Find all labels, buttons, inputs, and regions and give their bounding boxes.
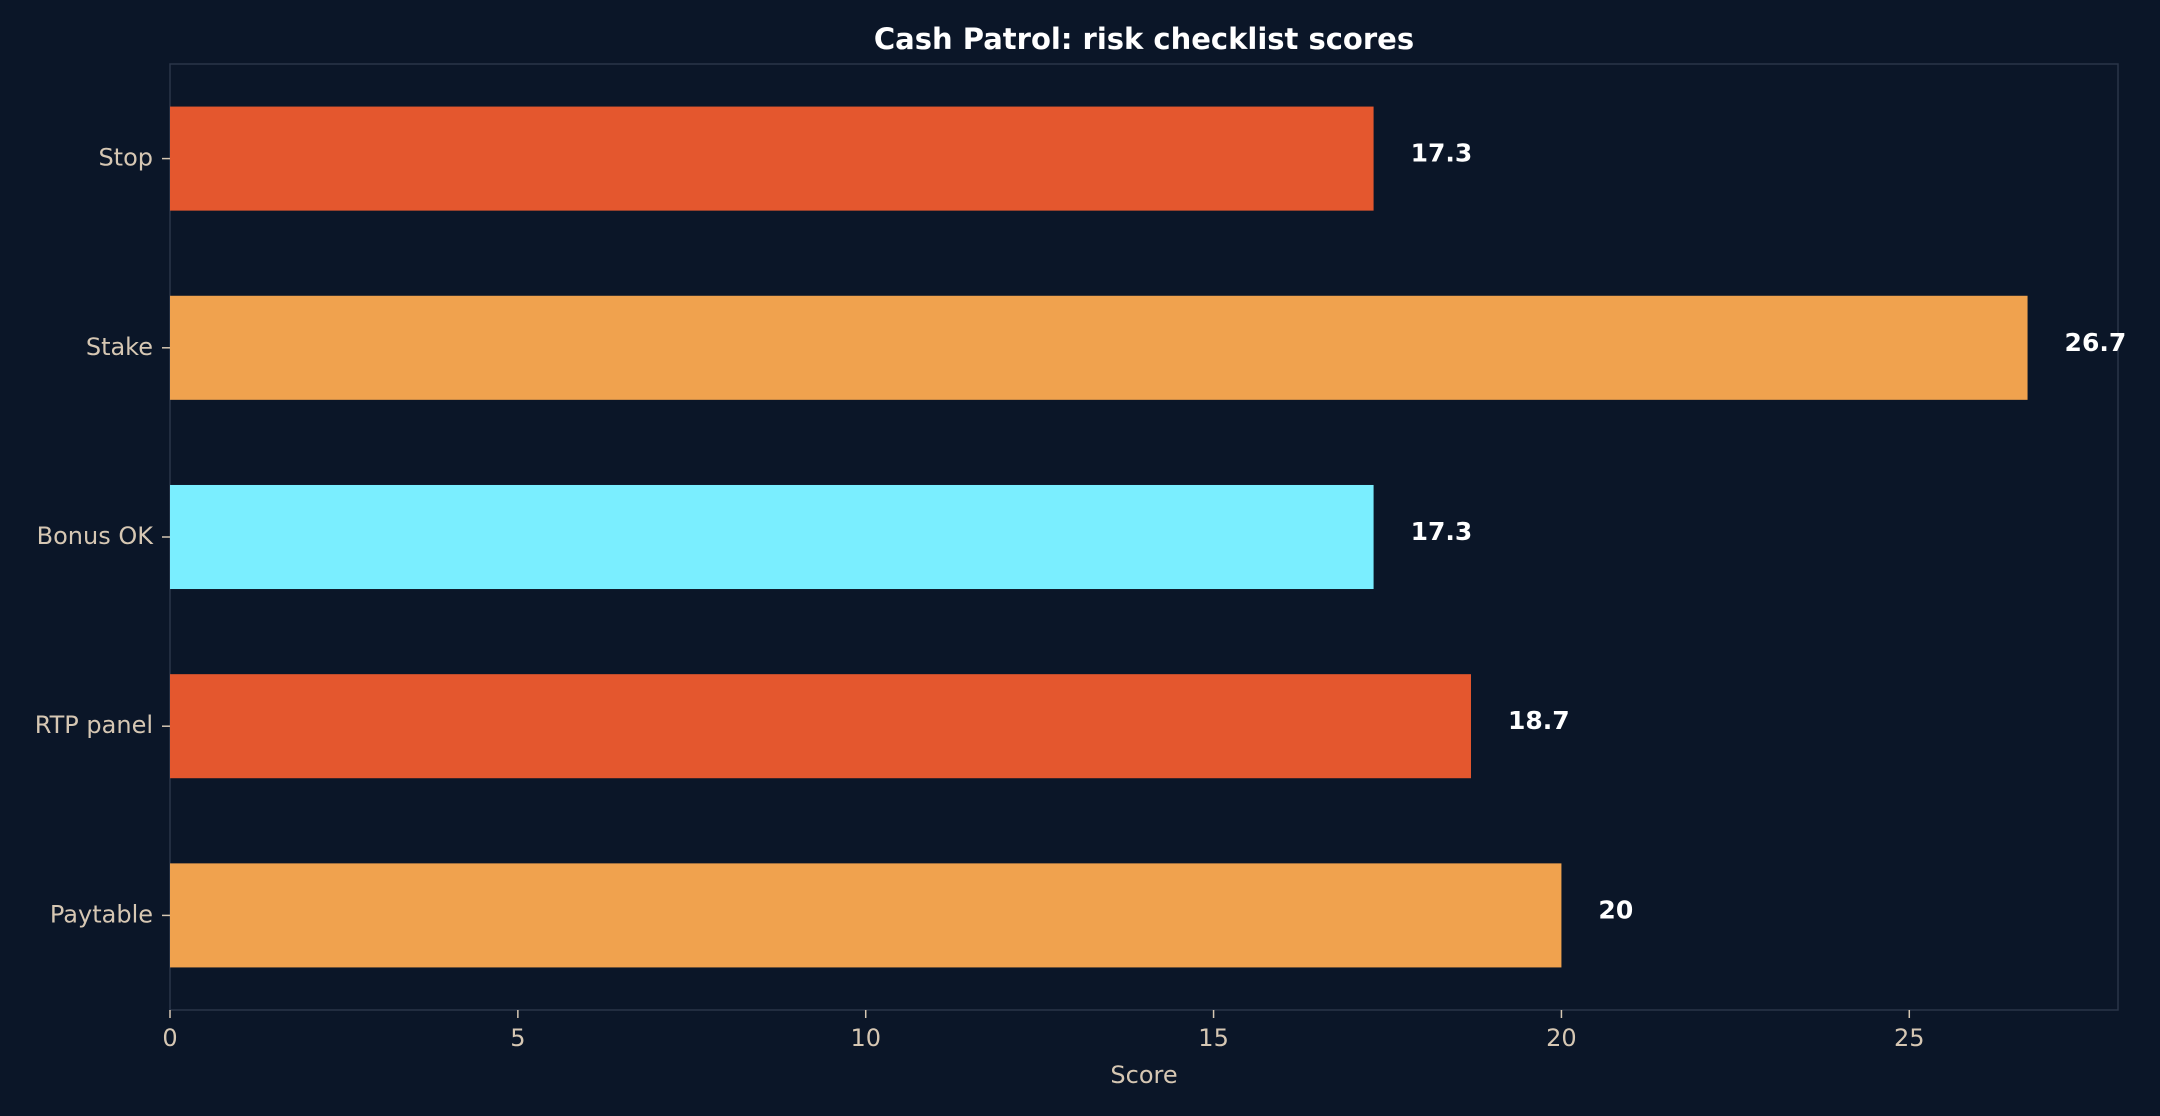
value-label: 18.7: [1508, 706, 1570, 735]
bar-paytable: [170, 863, 1562, 968]
x-tick-label: 20: [1546, 1024, 1577, 1052]
x-tick-label: 0: [162, 1024, 177, 1052]
bar-bonus-ok: [170, 484, 1374, 590]
bar-stop: [170, 106, 1374, 211]
y-tick-label: Bonus OK: [37, 522, 155, 550]
value-label: 17.3: [1411, 517, 1473, 546]
y-tick-label: Stake: [86, 333, 153, 361]
y-tick-label: Paytable: [50, 900, 153, 928]
x-axis: 0 5 10 15 20 25: [162, 1010, 1925, 1052]
y-tick-label: RTP panel: [35, 711, 153, 739]
value-label: 26.7: [2065, 328, 2127, 357]
x-tick-label: 5: [510, 1024, 525, 1052]
value-label: 17.3: [1411, 139, 1473, 168]
bar-stake: [170, 295, 2028, 400]
value-label: 20: [1598, 895, 1633, 924]
x-tick-label: 10: [850, 1024, 881, 1052]
bars-group: [170, 106, 2028, 968]
y-axis: Stop Stake Bonus OK RTP panel Paytable: [35, 144, 170, 928]
x-tick-label: 15: [1198, 1024, 1229, 1052]
bar-rtp-panel: [170, 674, 1471, 779]
chart-title: Cash Patrol: risk checklist scores: [874, 22, 1414, 56]
x-tick-label: 25: [1894, 1024, 1925, 1052]
y-tick-label: Stop: [98, 144, 153, 172]
value-labels-group: 17.3 26.7 17.3 18.7 20: [1411, 139, 2127, 925]
x-axis-label: Score: [1110, 1061, 1177, 1089]
